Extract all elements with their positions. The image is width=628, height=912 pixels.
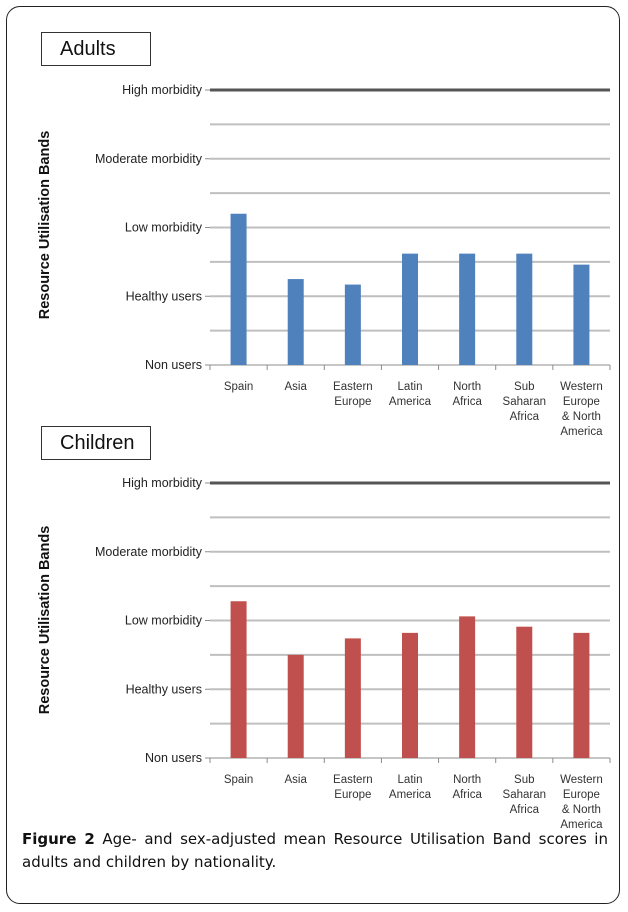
children-category-label: Sub Saharan Africa (503, 774, 546, 816)
children-bar (344, 638, 361, 758)
adults-band-label: Low morbidity (125, 221, 203, 235)
children-y-axis-title: Resource Utilisation Bands (37, 526, 53, 715)
children-bar (230, 601, 247, 758)
children-bar (459, 616, 476, 758)
adults-bar (287, 279, 304, 365)
adults-panel-label: Adults (41, 32, 151, 66)
children-category-label: Eastern Europe (333, 774, 373, 801)
children-band-label: Low morbidity (125, 614, 203, 628)
adults-bar (344, 284, 361, 365)
adults-category-label: Sub Saharan Africa (503, 381, 546, 423)
children-category-label: Western Europe & North America (560, 774, 603, 831)
adults-category-label: Eastern Europe (333, 381, 373, 408)
children-category-label: North Africa (452, 774, 482, 801)
adults-y-axis-title: Resource Utilisation Bands (37, 131, 53, 320)
adults-band-label: High morbidity (122, 83, 203, 97)
adults-category-label: Spain (224, 381, 253, 393)
adults-category-label: Latin America (389, 381, 432, 408)
children-category-label: Latin America (389, 774, 432, 801)
adults-bar (230, 213, 247, 365)
children-band-label: Healthy users (126, 682, 202, 696)
children-bar (402, 632, 418, 758)
adults-band-label: Healthy users (126, 289, 202, 303)
adults-bar (516, 253, 533, 365)
children-category-label: Asia (285, 774, 308, 786)
adults-bar (402, 253, 418, 365)
children-bar (516, 626, 533, 758)
figure-number: Figure 2 (22, 830, 95, 848)
children-band-label: Moderate morbidity (95, 545, 203, 559)
figure-caption-text: Age- and sex-adjusted mean Resource Util… (22, 830, 608, 871)
adults-bar (573, 264, 590, 365)
children-band-label: High morbidity (122, 476, 203, 490)
figure-caption: Figure 2 Age- and sex-adjusted mean Reso… (22, 828, 608, 874)
children-band-label: Non users (145, 751, 202, 765)
adults-bar (459, 253, 476, 365)
children-bar (287, 654, 304, 758)
adults-band-label: Non users (145, 358, 202, 372)
adults-category-label: North Africa (452, 381, 482, 408)
adults-band-label: Moderate morbidity (95, 152, 203, 166)
children-category-label: Spain (224, 774, 253, 786)
children-bar (573, 632, 590, 758)
adults-category-label: Asia (285, 381, 308, 393)
adults-category-label: Western Europe & North America (560, 381, 603, 438)
children-panel-label: Children (41, 426, 151, 460)
